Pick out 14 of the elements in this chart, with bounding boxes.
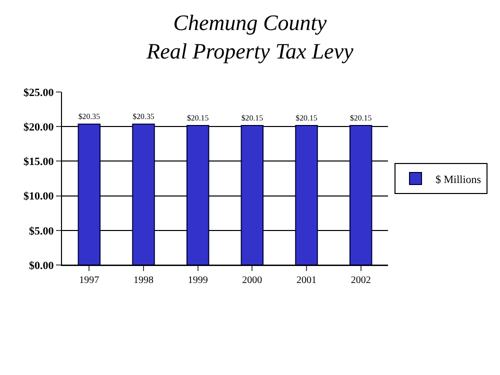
y-tick-label: $5.00 — [29, 225, 54, 238]
x-tick-label: 2000 — [242, 275, 262, 286]
x-tick-label: 2001 — [296, 275, 316, 286]
x-tick-label: 2002 — [350, 275, 371, 286]
x-tick-label: 1999 — [188, 275, 208, 286]
y-tick-label: $20.00 — [24, 121, 54, 134]
y-tick-label: $0.00 — [29, 260, 54, 272]
chart-title: Chemung County Real Property Tax Levy — [146, 10, 354, 64]
y-tick-label: $25.00 — [24, 86, 54, 99]
legend-label: $ Millions — [436, 174, 482, 186]
x-tick-label: 1998 — [134, 275, 154, 286]
x-tick-label: 1997 — [79, 275, 100, 286]
y-tick-label: $10.00 — [24, 190, 54, 203]
y-tick-label: $15.00 — [24, 156, 54, 168]
